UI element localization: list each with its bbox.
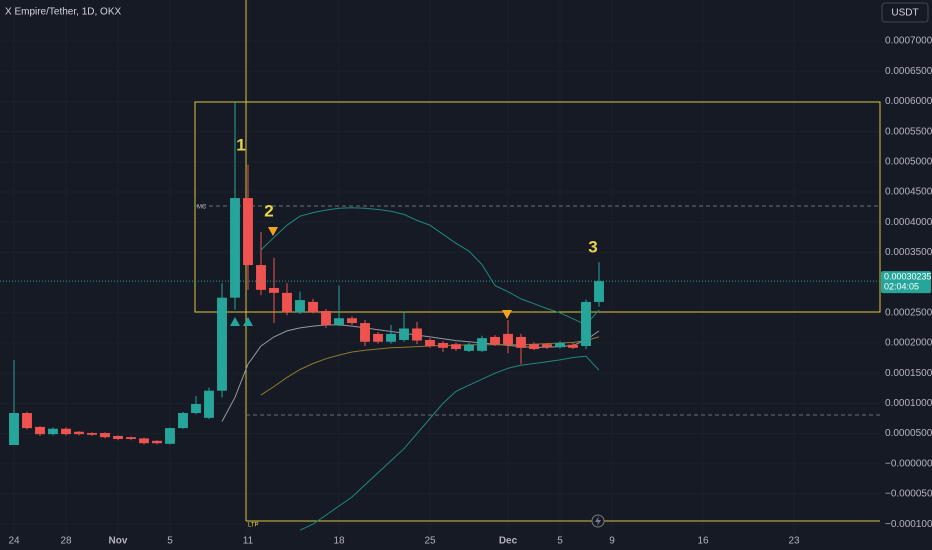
sell-marker — [502, 310, 512, 319]
x-tick-label: 24 — [8, 536, 20, 547]
candle-body — [152, 440, 162, 444]
x-tick-label: 5 — [167, 536, 173, 547]
x-tick-label: Nov — [109, 536, 128, 547]
level-label: MC — [197, 205, 207, 211]
candle-body — [269, 288, 279, 293]
buy-marker — [230, 317, 240, 326]
currency-label[interactable]: USDT — [891, 8, 918, 19]
candle-body — [438, 342, 448, 348]
candle-body — [204, 390, 214, 418]
buy-marker — [243, 317, 253, 326]
candle-body — [48, 428, 58, 435]
candle-body — [594, 281, 604, 302]
candle-body — [321, 310, 331, 325]
candle-body — [386, 333, 396, 342]
candle-body — [113, 435, 123, 439]
grid — [0, 0, 880, 535]
sell-marker — [268, 227, 278, 236]
plot — [0, 102, 880, 531]
candle-body — [74, 431, 84, 435]
candle-body — [282, 292, 292, 313]
candle-body — [126, 437, 136, 439]
x-tick-label: 11 — [243, 536, 254, 547]
x-tick-label: 5 — [557, 536, 563, 547]
candle-body — [295, 300, 305, 313]
candle-body — [100, 432, 110, 438]
candle-body — [529, 344, 539, 350]
candle-body — [568, 344, 578, 348]
candle-body — [178, 413, 188, 429]
candle-body — [61, 428, 71, 435]
candle-body — [464, 344, 474, 351]
y-tick-label: 0.00005000 — [885, 428, 932, 439]
range-box — [194, 101, 881, 313]
candle-body — [503, 333, 513, 345]
x-tick-label: Dec — [499, 536, 518, 547]
alert-icon-bolt — [595, 516, 601, 526]
candle-body — [490, 336, 500, 345]
candle-body — [165, 428, 175, 444]
annotation: 1 — [236, 135, 245, 154]
candle-body — [22, 413, 32, 429]
x-tick-label: 28 — [60, 536, 72, 547]
overlay-line — [299, 355, 600, 531]
y-tick-label: −0.00000000 — [885, 458, 932, 469]
candle-body — [191, 403, 201, 414]
candle-body — [217, 297, 227, 391]
candle-body — [581, 301, 591, 346]
candle-body — [308, 301, 318, 313]
currency-button[interactable] — [881, 2, 929, 23]
candle-body — [347, 318, 357, 324]
candle-body — [542, 344, 552, 348]
candle-body — [399, 328, 409, 340]
y-tick-label: −0.00005000 — [885, 489, 932, 500]
candle-body — [425, 339, 435, 346]
candle-body — [35, 426, 45, 435]
candle-body — [139, 438, 149, 444]
candle-body — [373, 333, 383, 342]
overlay-line — [260, 207, 600, 326]
candle-body — [334, 318, 344, 325]
last-price-box — [881, 271, 931, 294]
x-tick-label: 16 — [697, 536, 709, 547]
candle-body — [243, 198, 253, 266]
annotation: 2 — [264, 201, 273, 220]
x-tick-label: 25 — [424, 536, 436, 547]
candle-body — [412, 328, 422, 341]
candle-body — [9, 413, 19, 446]
chart-title: X Empire/Tether, 1D, OKX — [5, 7, 121, 18]
x-tick-label: 9 — [609, 536, 615, 547]
annotation: 3 — [588, 237, 597, 256]
x-tick-label: 23 — [788, 536, 800, 547]
level-label: LTP — [248, 523, 259, 529]
candle-body — [555, 342, 565, 348]
last-price-label: 0.00030235 — [884, 272, 932, 282]
candle-body — [87, 432, 97, 435]
candle-body — [230, 198, 240, 298]
candle-body — [451, 344, 461, 350]
countdown-label: 02:04:05 — [884, 282, 919, 292]
candle-body — [477, 338, 487, 351]
candle-body — [516, 336, 526, 348]
candle-body — [256, 265, 266, 290]
candle-body — [360, 323, 370, 342]
x-tick-label: 18 — [333, 536, 345, 547]
